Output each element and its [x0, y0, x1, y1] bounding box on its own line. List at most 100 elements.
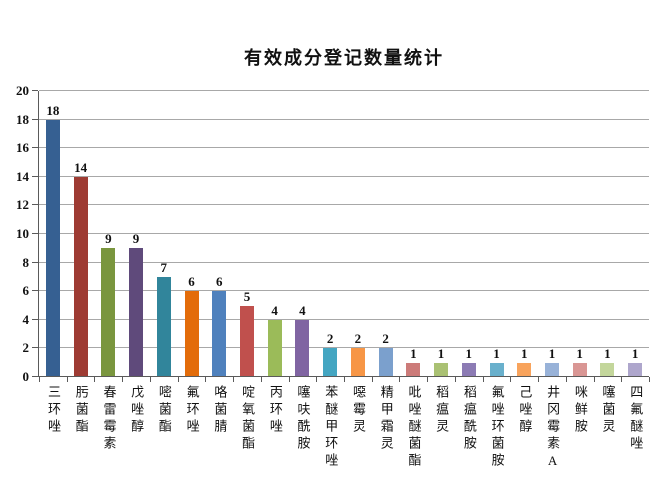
category-label-text: 己唑醇: [517, 385, 533, 436]
category-label-text: 氟环唑: [184, 385, 200, 436]
bar-value-label: 1: [576, 345, 583, 361]
y-axis-tick: [32, 233, 38, 234]
category-label: 咪鲜胺: [566, 385, 594, 436]
bar-value-label: 5: [243, 288, 251, 304]
x-axis-tick: [288, 377, 290, 382]
bar-value-label: 1: [631, 345, 639, 361]
bar: [406, 362, 421, 377]
bar: [156, 276, 171, 377]
category-label: 啶氧菌酯: [233, 385, 261, 453]
y-axis-tick: [32, 290, 38, 292]
bar-value-label: 9: [105, 231, 112, 247]
category-label: 氟环唑: [178, 385, 206, 436]
x-axis-tick: [94, 377, 96, 382]
category-label: 春雷霉素: [94, 385, 122, 453]
category-label-text: 戊唑醇: [129, 385, 145, 436]
bar: [434, 362, 449, 377]
category-label-text: 噁霉灵: [351, 385, 366, 436]
category-label-text: 三环唑: [46, 385, 61, 436]
y-tick-label: 4: [22, 311, 30, 327]
bar-value-label: 7: [160, 259, 168, 275]
y-tick-label: 8: [22, 254, 30, 270]
x-axis-tick: [371, 377, 373, 382]
x-axis-tick: [66, 377, 68, 382]
x-axis-tick: [149, 377, 151, 382]
y-tick-label: 0: [22, 369, 30, 384]
x-axis-tick: [316, 377, 318, 382]
bar-value-label: 1: [493, 345, 500, 361]
gridline: [39, 290, 649, 292]
bar-value-label: 6: [215, 274, 223, 290]
category-label: 咯菌腈: [205, 385, 233, 436]
bar: [73, 176, 88, 377]
category-label-text: 丙环唑: [267, 385, 283, 436]
bar-value-label: 4: [299, 302, 306, 318]
bar-value-label: 18: [46, 102, 60, 118]
bar-value-label: 1: [548, 345, 556, 361]
gridline: [39, 347, 649, 349]
category-label-text: 啶氧菌酯: [240, 385, 256, 453]
y-axis-line: [38, 91, 39, 377]
y-axis-tick: [32, 376, 38, 377]
category-label-text: 苯醚甲环唑: [323, 385, 339, 470]
bar: [600, 362, 615, 377]
category-label-text: 稻瘟灵: [434, 385, 450, 436]
bar: [544, 362, 559, 377]
x-axis-tick: [260, 377, 262, 382]
category-label: 稻瘟灵: [427, 385, 455, 436]
category-label-text: 肟菌酯: [73, 385, 89, 436]
y-tick-label: 10: [16, 226, 29, 241]
bar-value-label: 6: [188, 274, 195, 290]
y-tick-label: 14: [16, 168, 29, 184]
category-label: 噻菌灵: [594, 385, 622, 436]
category-label-text: 噻呋酰胺: [295, 385, 311, 453]
bar-value-label: 1: [437, 345, 445, 361]
y-axis-tick: [32, 118, 38, 120]
category-label-text: 稻瘟酰胺: [461, 385, 477, 453]
x-axis-tick: [233, 377, 235, 382]
y-axis-tick: [32, 175, 38, 177]
category-label: 三环唑: [39, 385, 67, 436]
x-axis-tick: [649, 377, 650, 382]
y-axis-tick: [32, 90, 38, 91]
x-axis-tick: [565, 377, 567, 382]
bar: [212, 291, 227, 377]
x-axis-tick: [39, 377, 40, 382]
category-label: 噻呋酰胺: [289, 385, 317, 453]
category-label-text: 春雷霉素: [101, 385, 117, 453]
bar: [239, 305, 254, 377]
category-label: 四氟醚唑: [621, 385, 649, 453]
category-label: 丙环唑: [261, 385, 289, 436]
gridline: [39, 147, 649, 149]
bar: [184, 291, 199, 377]
bar-value-label: 2: [382, 331, 389, 347]
bar: [572, 362, 587, 377]
bar-value-label: 14: [74, 159, 88, 175]
x-axis-line: [38, 376, 649, 377]
bar: [378, 348, 393, 377]
category-label: 稻瘟酰胺: [455, 385, 483, 453]
gridline: [39, 318, 649, 320]
bar: [45, 119, 60, 377]
x-axis-tick: [122, 377, 124, 382]
category-label: 井冈霉素A: [538, 385, 566, 472]
y-tick-label: 16: [16, 140, 29, 156]
y-axis-tick: [32, 318, 38, 320]
bar: [295, 319, 310, 377]
bar-value-label: 1: [520, 345, 528, 361]
category-label-text: 井冈霉素A: [545, 385, 561, 472]
chart-title: 有效成分登记数量统计: [244, 48, 444, 68]
bar-value-label: 4: [271, 302, 278, 318]
y-axis-tick: [32, 347, 38, 349]
x-axis-tick: [177, 377, 179, 382]
gridline: [39, 118, 649, 120]
category-label-text: 嘧菌酯: [156, 385, 172, 436]
y-tick-label: 12: [16, 197, 29, 213]
y-axis-tick: [32, 204, 38, 206]
x-axis-tick: [399, 377, 401, 382]
bar-value-label: 2: [326, 331, 334, 347]
y-axis-tick: [32, 147, 38, 149]
y-axis-tick: [32, 261, 38, 263]
bar: [350, 348, 365, 377]
